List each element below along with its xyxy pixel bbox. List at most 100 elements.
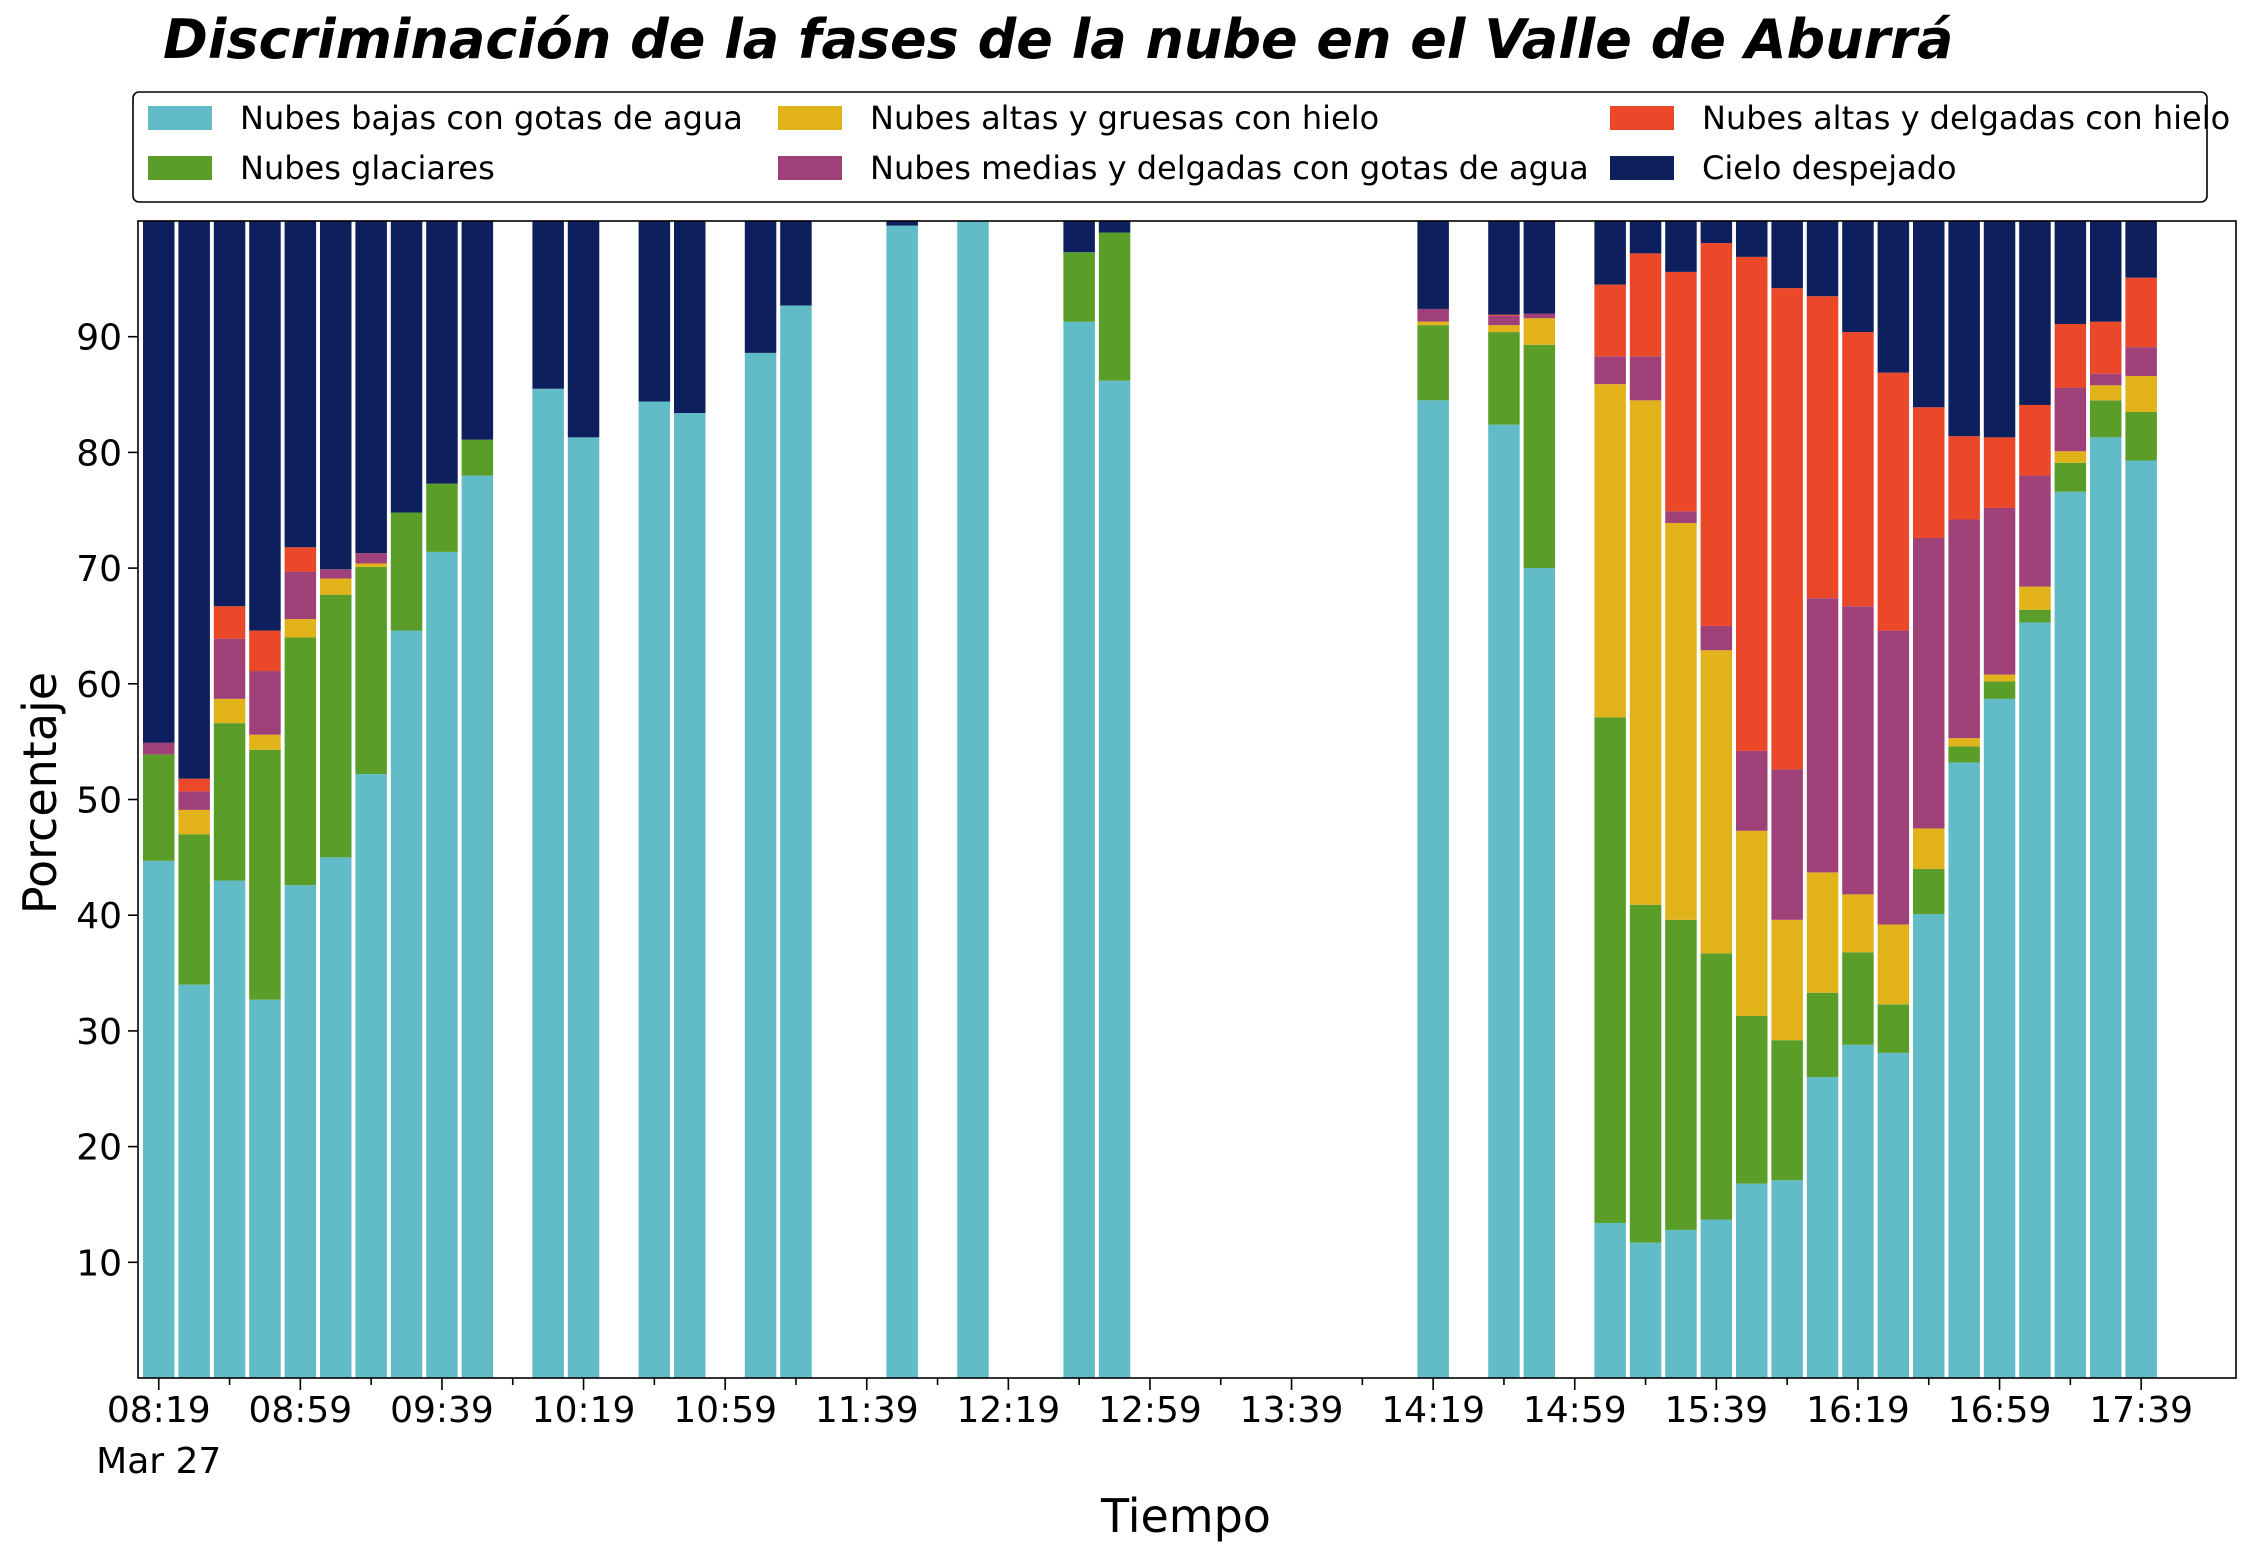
bar-segment: [213, 880, 246, 1378]
bar-segment: [1983, 681, 2016, 699]
bar-segment: [2090, 373, 2122, 386]
x-tick-label: 12:19: [956, 1390, 1060, 1431]
bar-segment: [1771, 1040, 1803, 1181]
x-tick-label: 14:19: [1381, 1390, 1485, 1431]
bar-segment: [2054, 323, 2087, 388]
bar-segment: [1736, 1183, 1768, 1378]
x-tick-label: 09:39: [390, 1390, 494, 1431]
bar-segment: [2054, 451, 2087, 463]
bar-segment: [249, 734, 281, 750]
bar-segment: [2125, 460, 2157, 1378]
bar-segment: [1983, 698, 2016, 1378]
bar-segment: [249, 999, 281, 1378]
bar-segment: [2019, 221, 2051, 405]
legend-label: Nubes bajas con gotas de agua: [240, 99, 743, 137]
x-tick-label: 13:39: [1240, 1390, 1344, 1431]
bar-segment: [249, 630, 281, 672]
bar-segment: [1523, 568, 1556, 1378]
bar-segment: [2125, 277, 2157, 348]
bar-segment: [320, 221, 352, 570]
bar-segment: [1806, 296, 1839, 599]
bar-segment: [1948, 746, 1980, 763]
bar-segment: [638, 221, 671, 402]
bar-segment: [1842, 952, 1874, 1045]
bar-segment: [1806, 598, 1839, 873]
bar-segment: [1700, 221, 1733, 243]
bar-segment: [178, 984, 210, 1378]
legend-entry: Nubes glaciares: [148, 149, 495, 187]
bar-segment: [567, 221, 600, 438]
bar-segment: [1806, 221, 1839, 297]
bar-segment: [249, 671, 281, 735]
bar-segment: [461, 221, 494, 440]
bar-segment: [2125, 347, 2157, 377]
bar-segment: [1806, 872, 1839, 993]
bar-segment: [638, 401, 671, 1378]
bar-segment: [1948, 436, 1980, 520]
bar-segment: [143, 754, 175, 861]
chart-title: Discriminación de la fases de la nube en…: [163, 8, 1953, 71]
x-tick-label: 16:19: [1806, 1390, 1910, 1431]
bar-segment: [1700, 625, 1733, 651]
legend-entry: Nubes bajas con gotas de agua: [148, 99, 743, 137]
bar-segment: [2090, 321, 2122, 374]
bar-segment: [1842, 332, 1874, 607]
bar-segment: [320, 569, 352, 579]
bar-segment: [2054, 462, 2087, 492]
legend-swatch: [148, 156, 212, 180]
y-tick-label: 70: [76, 549, 122, 590]
bar-segment: [744, 352, 777, 1378]
bar-segment: [1736, 221, 1768, 257]
bar-segment: [1629, 1242, 1662, 1378]
legend-label: Nubes glaciares: [240, 149, 495, 187]
x-tick-label: 08:19: [107, 1390, 211, 1431]
bar-segment: [320, 594, 352, 858]
bar-segment: [1913, 868, 1945, 915]
y-tick-label: 10: [76, 1243, 122, 1284]
bar-segment: [355, 774, 387, 1378]
y-tick-label: 20: [76, 1128, 122, 1169]
bar-segment: [390, 221, 423, 513]
bar-segment: [390, 512, 423, 631]
bar-segment: [461, 475, 494, 1378]
bar-segment: [1417, 325, 1449, 401]
bar-segment: [567, 437, 600, 1378]
x-tick-label: 12:59: [1098, 1390, 1202, 1431]
bar-segment: [355, 553, 387, 564]
bar-segment: [1523, 313, 1556, 319]
bar-segment: [1488, 424, 1520, 1378]
bar-segment: [2019, 609, 2051, 623]
legend-swatch: [778, 106, 842, 130]
legend-swatch: [1610, 106, 1674, 130]
bar-segment: [2019, 622, 2051, 1378]
x-tick-label: 15:39: [1664, 1390, 1768, 1431]
bar-segment: [1523, 221, 1556, 314]
x-tick-label: 10:19: [532, 1390, 636, 1431]
bar-segment: [1877, 924, 1910, 1005]
bar-segment: [1629, 400, 1662, 905]
bar-segment: [2090, 437, 2122, 1378]
legend-label: Nubes medias y delgadas con gotas de agu…: [870, 149, 1589, 187]
x-axis: 08:19 08:59 09:39 10:19 10:59 11:39 12:19 12:59…: [96, 1378, 2193, 1482]
bar-segment: [2019, 404, 2051, 476]
bar-segment: [1913, 828, 1945, 869]
bar-segment: [1417, 400, 1449, 1379]
x-date-label: Mar 27: [96, 1441, 221, 1482]
bar-segment: [426, 551, 458, 1378]
bar-segment: [213, 221, 246, 607]
bar-segment: [284, 571, 317, 620]
bar-segment: [1771, 221, 1803, 289]
bar-segment: [1629, 221, 1662, 254]
bar-segment: [1877, 1004, 1910, 1053]
bar-segment: [674, 413, 706, 1378]
bar-segment: [178, 221, 210, 779]
legend: Nubes bajas con gotas de agua Nubes altas…: [132, 91, 2230, 203]
bar-segment: [284, 221, 317, 548]
bar-segment: [1842, 1044, 1874, 1378]
bar-segment: [1594, 717, 1626, 1223]
bar-segment: [1948, 519, 1980, 739]
bar-segment: [284, 547, 317, 572]
bar-segment: [143, 221, 175, 743]
bar-segment: [1488, 325, 1520, 333]
